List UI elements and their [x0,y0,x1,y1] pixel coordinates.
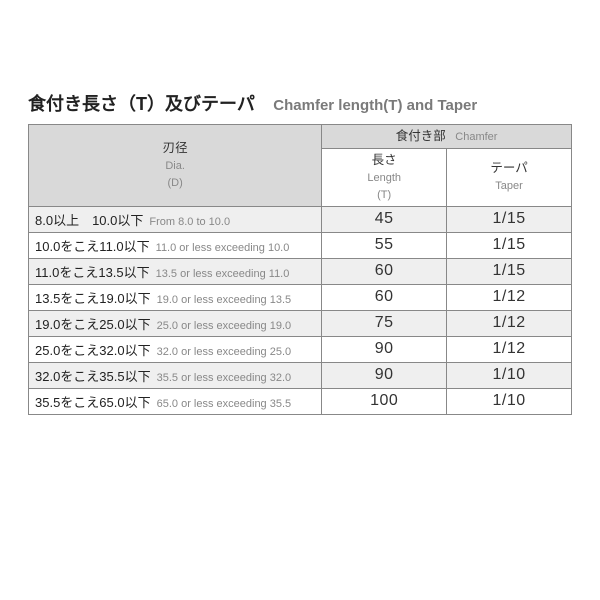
cell-length: 90 [322,336,447,362]
table-row: 10.0をこえ11.0以下 11.0 or less exceeding 10.0… [29,232,572,258]
dia-jp: 13.5をこえ19.0以下 [35,291,151,306]
table-row: 13.5をこえ19.0以下 19.0 or less exceeding 13.5… [29,284,572,310]
header-dia-en2: (D) [167,177,182,189]
header-chamfer-jp: 食付き部 [396,129,446,143]
dia-en: 32.0 or less exceeding 25.0 [157,346,292,358]
header-taper-jp: テーパ [490,161,527,175]
table-row: 19.0をこえ25.0以下 25.0 or less exceeding 19.0… [29,310,572,336]
cell-taper: 1/15 [447,258,572,284]
table-row: 11.0をこえ13.5以下 13.5 or less exceeding 11.0… [29,258,572,284]
dia-jp: 35.5をこえ65.0以下 [35,395,151,410]
chamfer-taper-table: 刃径 Dia. (D) 食付き部 Chamfer 長さ Length (T) テ… [28,124,572,415]
cell-dia: 13.5をこえ19.0以下 19.0 or less exceeding 13.5 [29,284,322,310]
table-row: 25.0をこえ32.0以下 32.0 or less exceeding 25.0… [29,336,572,362]
dia-en: 65.0 or less exceeding 35.5 [157,398,292,410]
cell-length: 75 [322,310,447,336]
dia-en: 11.0 or less exceeding 10.0 [156,242,290,254]
cell-length: 60 [322,284,447,310]
header-length-en2: (T) [377,189,391,201]
cell-length: 60 [322,258,447,284]
title-en: Chamfer length(T) and Taper [273,97,477,114]
dia-jp: 32.0をこえ35.5以下 [35,369,151,384]
cell-length: 55 [322,232,447,258]
cell-taper: 1/10 [447,388,572,414]
cell-taper: 1/10 [447,362,572,388]
cell-dia: 35.5をこえ65.0以下 65.0 or less exceeding 35.5 [29,388,322,414]
cell-taper: 1/15 [447,232,572,258]
dia-en: From 8.0 to 10.0 [149,216,230,228]
header-dia-jp: 刃径 [163,141,188,155]
cell-taper: 1/12 [447,336,572,362]
cell-dia: 11.0をこえ13.5以下 13.5 or less exceeding 11.0 [29,258,322,284]
header-chamfer: 食付き部 Chamfer [322,125,572,149]
header-length: 長さ Length (T) [322,148,447,206]
header-dia-en1: Dia. [165,160,185,172]
header-chamfer-en: Chamfer [455,131,497,143]
dia-jp: 11.0をこえ13.5以下 [35,265,150,280]
cell-length: 45 [322,206,447,232]
dia-en: 19.0 or less exceeding 13.5 [157,294,292,306]
dia-en: 35.5 or less exceeding 32.0 [157,372,292,384]
cell-taper: 1/15 [447,206,572,232]
header-taper: テーパ Taper [447,148,572,206]
dia-en: 25.0 or less exceeding 19.0 [157,320,292,332]
table-row: 32.0をこえ35.5以下 35.5 or less exceeding 32.0… [29,362,572,388]
cell-dia: 32.0をこえ35.5以下 35.5 or less exceeding 32.0 [29,362,322,388]
dia-en: 13.5 or less exceeding 11.0 [156,268,290,280]
cell-length: 90 [322,362,447,388]
header-dia: 刃径 Dia. (D) [29,125,322,207]
cell-dia: 10.0をこえ11.0以下 11.0 or less exceeding 10.0 [29,232,322,258]
cell-dia: 25.0をこえ32.0以下 32.0 or less exceeding 25.0 [29,336,322,362]
header-length-en1: Length [367,172,401,184]
cell-taper: 1/12 [447,310,572,336]
title-jp: 食付き長さ（T）及びテーパ [28,94,255,114]
header-taper-en: Taper [495,180,523,192]
dia-jp: 19.0をこえ25.0以下 [35,317,151,332]
table-row: 8.0以上 10.0以下 From 8.0 to 10.0 451/15 [29,206,572,232]
cell-taper: 1/12 [447,284,572,310]
page-title: 食付き長さ（T）及びテーパ Chamfer length(T) and Tape… [28,90,572,116]
dia-jp: 10.0をこえ11.0以下 [35,239,150,254]
dia-jp: 8.0以上 10.0以下 [35,213,143,228]
cell-dia: 19.0をこえ25.0以下 25.0 or less exceeding 19.0 [29,310,322,336]
header-length-jp: 長さ [372,153,397,167]
cell-dia: 8.0以上 10.0以下 From 8.0 to 10.0 [29,206,322,232]
dia-jp: 25.0をこえ32.0以下 [35,343,151,358]
cell-length: 100 [322,388,447,414]
table-row: 35.5をこえ65.0以下 65.0 or less exceeding 35.5… [29,388,572,414]
